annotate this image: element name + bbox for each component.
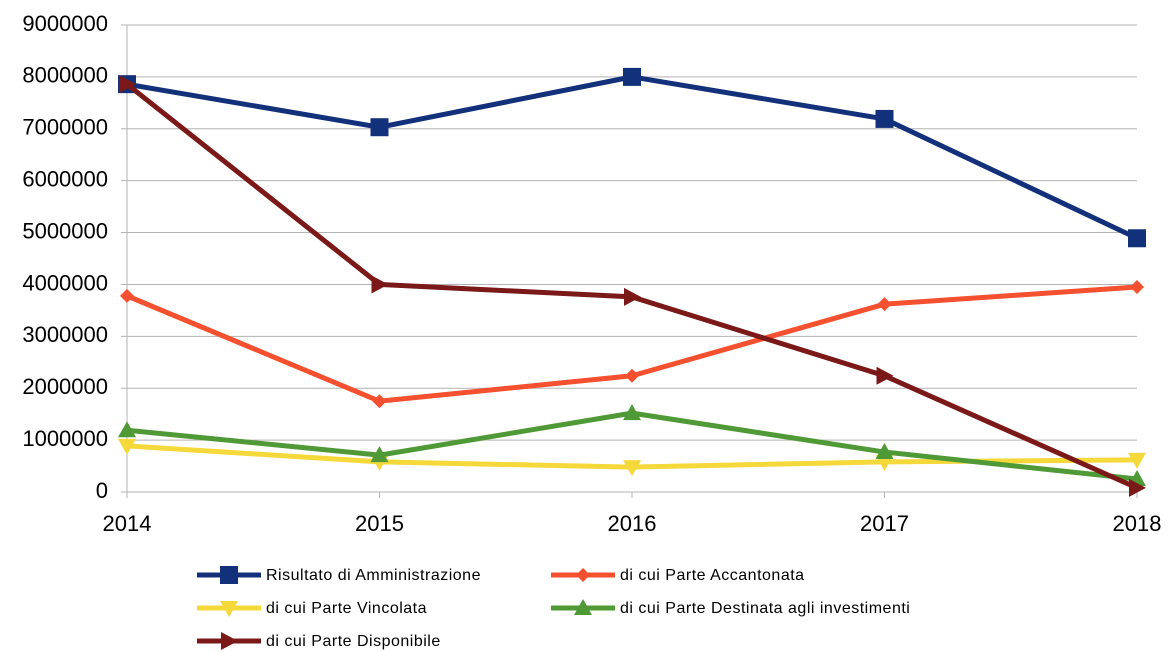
legend-label: di cui Parte Vincolata bbox=[266, 600, 427, 617]
y-tick-label: 2000000 bbox=[22, 374, 108, 399]
legend-marker bbox=[221, 632, 238, 650]
data-point bbox=[371, 275, 389, 294]
data-point bbox=[875, 109, 894, 128]
legend-marker bbox=[220, 601, 238, 617]
data-point bbox=[623, 404, 641, 421]
data-point bbox=[119, 75, 136, 94]
legend-label: di cui Parte Accantonata bbox=[620, 567, 805, 584]
y-tick-label: 5000000 bbox=[22, 218, 108, 243]
y-tick-label: 8000000 bbox=[22, 63, 108, 88]
legend-marker bbox=[220, 566, 238, 584]
y-tick-label: 0 bbox=[96, 478, 108, 503]
legend-label: di cui Parte Destinata agli investimenti bbox=[620, 600, 910, 617]
data-point bbox=[625, 368, 639, 383]
legend-label: Risultato di Amministrazione bbox=[266, 567, 481, 584]
legend-marker bbox=[576, 568, 590, 582]
y-tick-label: 9000000 bbox=[22, 11, 108, 36]
data-point bbox=[120, 288, 134, 303]
data-point bbox=[370, 446, 389, 463]
data-point bbox=[877, 297, 892, 312]
series-line bbox=[126, 284, 1138, 404]
series-line bbox=[125, 82, 1139, 491]
y-tick-label: 4000000 bbox=[22, 270, 108, 295]
data-point bbox=[370, 118, 389, 137]
data-point bbox=[623, 67, 641, 86]
y-tick-label: 3000000 bbox=[22, 322, 108, 347]
data-point bbox=[876, 366, 894, 385]
data-point bbox=[1129, 478, 1146, 497]
data-point bbox=[875, 443, 894, 460]
x-tick-label: 2016 bbox=[608, 511, 657, 536]
data-point bbox=[1128, 452, 1146, 469]
data-point bbox=[118, 438, 136, 455]
data-point bbox=[623, 460, 641, 477]
data-point bbox=[1130, 280, 1144, 295]
legend-marker bbox=[574, 599, 592, 615]
x-tick-label: 2018 bbox=[1113, 511, 1162, 536]
legend-label: di cui Parte Disponibile bbox=[266, 633, 441, 650]
data-point bbox=[1128, 229, 1146, 248]
data-point bbox=[372, 394, 387, 409]
x-tick-label: 2015 bbox=[355, 511, 404, 536]
y-tick-label: 1000000 bbox=[22, 426, 108, 451]
y-tick-label: 6000000 bbox=[22, 166, 108, 191]
x-tick-label: 2014 bbox=[103, 511, 152, 536]
y-tick-label: 7000000 bbox=[22, 115, 108, 140]
data-point bbox=[624, 287, 641, 306]
data-point bbox=[118, 421, 136, 438]
x-tick-label: 2017 bbox=[860, 511, 909, 536]
series-line bbox=[126, 74, 1139, 241]
